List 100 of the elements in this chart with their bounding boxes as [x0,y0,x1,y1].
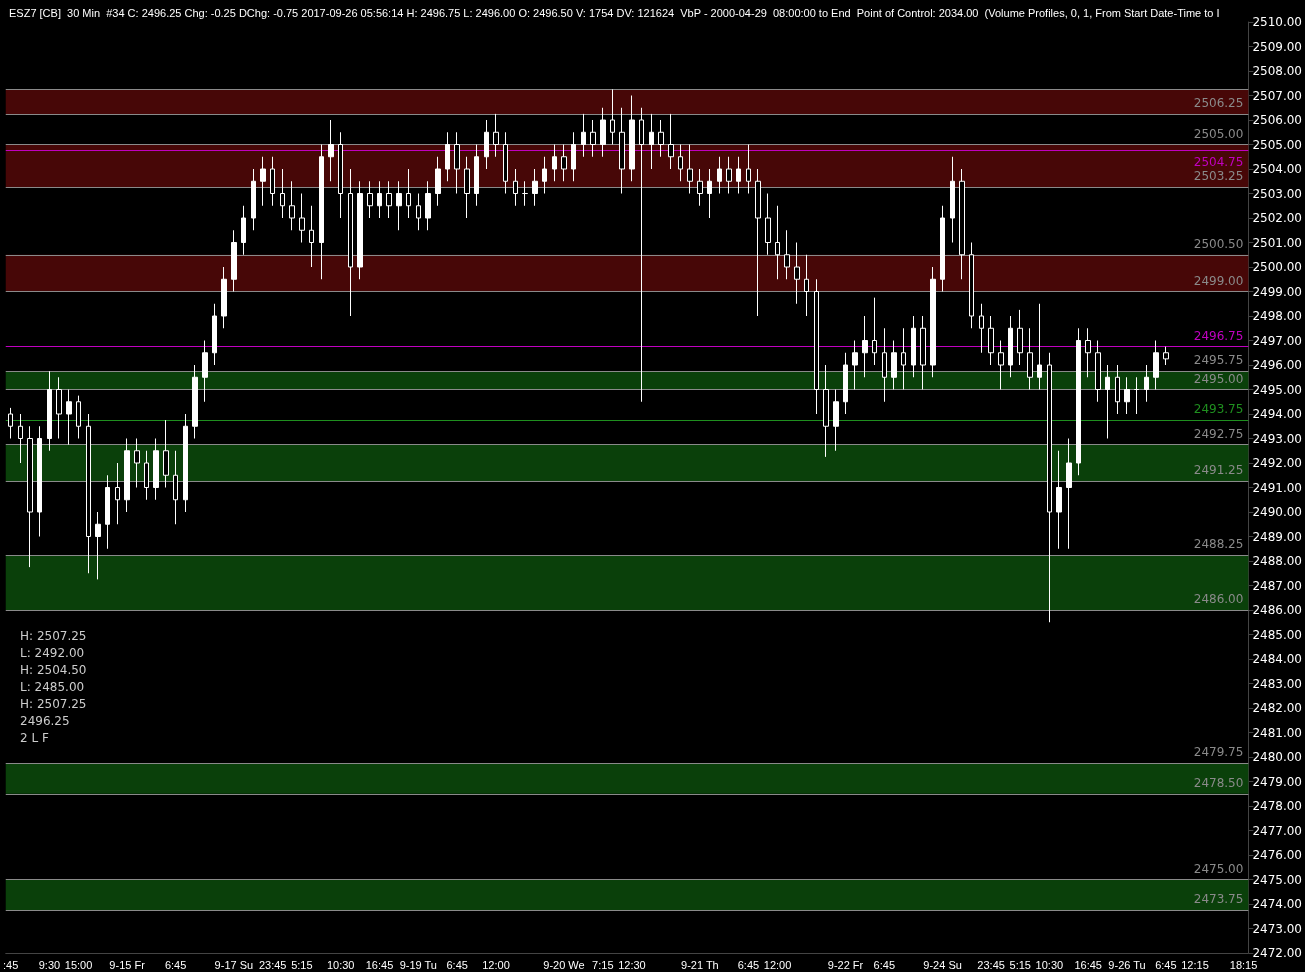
x-tick-label: 6:45 [164,958,187,971]
x-tick-label: 12:00 [482,958,510,971]
candlestick [891,340,897,390]
candlestick [212,303,217,366]
candlestick [386,180,392,219]
x-tick-label: 15:00 [64,958,93,971]
candlestick [687,144,693,194]
candlestick [27,425,33,568]
x-tick-label: 12:00 [763,958,792,971]
ref-line-label: 2495.00 [1193,371,1244,386]
candlestick [765,193,771,256]
candlestick [852,340,858,390]
candlestick [1076,327,1081,476]
x-tick-label: 12:30 [618,958,646,971]
candlestick [221,266,227,329]
candlestick [833,389,839,452]
candlestick [348,168,353,317]
candlestick [775,205,780,280]
candlestick [1066,438,1072,550]
candlestick [1027,327,1033,390]
y-tick-label: 2482.00 [1252,701,1302,715]
x-tick-label: 9-17 Su [214,958,254,971]
candlestick [872,297,877,366]
candlestick [814,278,819,415]
candlestick [804,254,809,317]
x-tick-label: 5:15 [291,958,313,971]
candlestick [513,168,518,207]
y-tick-label: 2478.00 [1252,799,1302,813]
x-tick-label: 9-20 We [543,958,585,971]
y-tick-label: 2489.00 [1252,529,1302,544]
y-tick-label: 2495.00 [1252,382,1302,397]
candlestick [299,193,305,243]
y-tick-label: 2472.00 [1252,946,1302,960]
candlestick [668,113,674,170]
x-tick-label: 9-24 Su [923,958,962,971]
candlestick [1115,364,1120,415]
candlestick [522,180,528,207]
candlestick [901,327,906,390]
annotation: L: 2485.00 [20,680,85,694]
x-tick-label: 23:45 [977,958,1005,971]
candlestick [251,168,256,231]
candlestick [784,229,790,280]
y-tick-label: 2490.00 [1252,505,1302,519]
candlestick [76,395,81,439]
ref-line-label: 2503.25 [1193,169,1244,184]
annotation: 2496.25 [20,714,70,728]
candlestick [920,315,926,390]
y-tick-label: 2473.00 [1252,921,1302,936]
candlestick [649,113,654,170]
candlestick [1056,450,1062,550]
x-tick-label: 9-22 Fr [827,958,864,971]
candlestick [988,315,994,366]
candlestick [950,156,955,243]
candlestick [435,156,441,207]
candlestick [144,450,149,501]
ref-line-label: 2486.00 [1193,592,1244,606]
y-tick-label: 2476.00 [1252,848,1302,862]
candlestick [736,156,741,194]
candlestick [241,205,246,256]
candlestick [484,119,489,170]
y-tick-label: 2492.00 [1252,456,1302,470]
x-tick-label: 9-26 Tu [1108,958,1146,971]
candlestick [357,180,363,280]
y-tick-label: 2491.00 [1252,480,1302,495]
annotation: H: 2507.25 [20,697,87,711]
candlestick [552,144,557,182]
y-tick-label: 2488.00 [1252,554,1302,568]
candlestick [581,113,586,158]
candlestick [639,107,644,403]
x-tick-label: 6:45 [446,958,468,971]
candlestick [1134,376,1139,415]
ref-line-label: 2504.75 [1193,154,1244,169]
x-tick-label: 7:15 [592,958,614,971]
candlestick [377,180,382,219]
candlestick [542,156,547,194]
y-tick-label: 2487.00 [1252,578,1302,593]
candlestick [794,242,800,305]
ref-line-label: 2475.00 [1193,861,1244,876]
candlestick [115,462,120,525]
candlestick [454,131,460,194]
x-tick-label: 6:45 [873,958,896,971]
annotation: L: 2492.00 [20,646,85,660]
candlestick [493,113,499,158]
candlestick [940,205,945,292]
candlestick [959,168,965,280]
candlestick [328,119,334,182]
candlestick [503,131,508,194]
candlestick [1085,327,1091,378]
ref-line-label: 2492.75 [1193,426,1244,441]
x-tick-label: 16:45 [365,958,394,971]
y-tick-label: 2474.00 [1252,897,1302,911]
candlestick [231,229,237,292]
candlestick [726,156,732,194]
candlestick [464,156,470,219]
y-tick-label: 2494.00 [1252,407,1302,421]
candlestick [425,180,431,231]
annotation: 2 L F [20,731,49,745]
candlestick [969,242,974,329]
candlestick [1017,309,1023,366]
y-tick-label: 2505.00 [1252,137,1302,152]
